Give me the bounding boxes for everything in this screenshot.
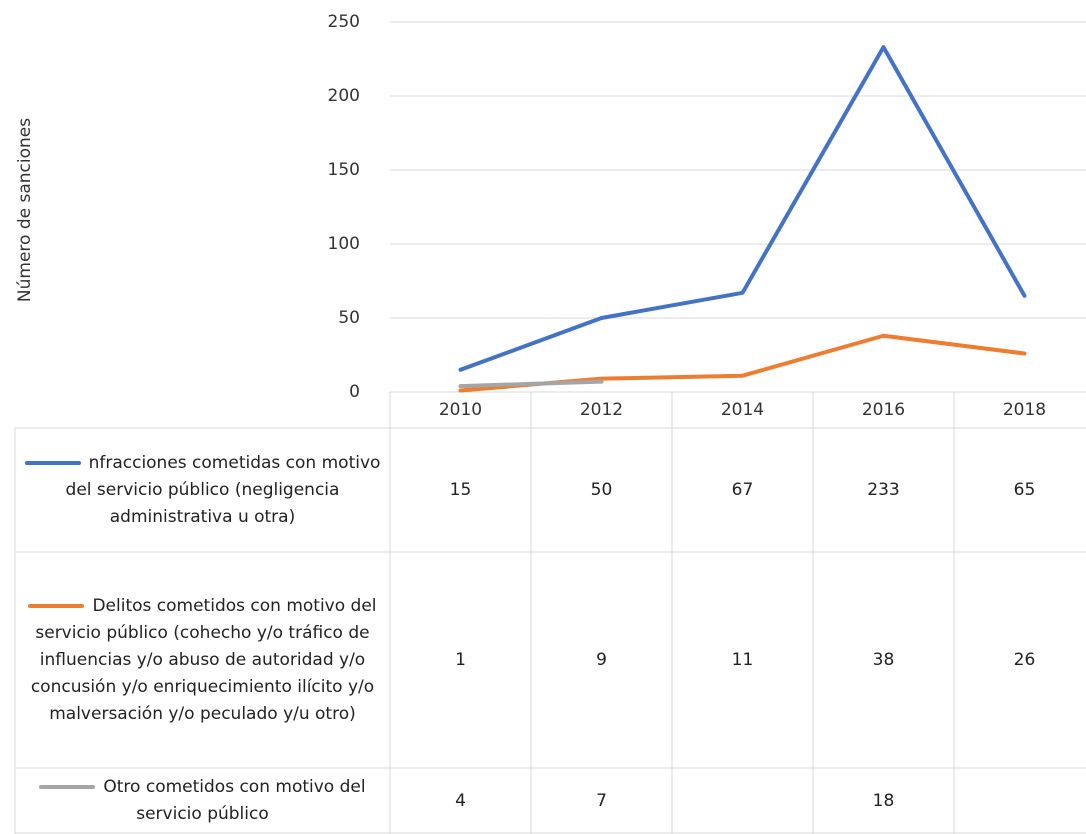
table-value: 9 bbox=[596, 649, 607, 670]
legend-entry: Otro cometidos con motivo del servicio p… bbox=[19, 774, 386, 828]
legend-entry: Delitos cometidos con motivo del servici… bbox=[19, 593, 386, 728]
legend-cell: Otro cometidos con motivo del servicio p… bbox=[19, 768, 386, 834]
y-tick-label: 150 bbox=[328, 160, 360, 180]
legend-label: Delitos cometidos con motivo del servici… bbox=[30, 595, 377, 724]
y-tick-label: 100 bbox=[328, 234, 360, 254]
x-tick-label: 2018 bbox=[1003, 400, 1046, 420]
y-tick-label: 0 bbox=[349, 382, 360, 402]
legend-cell: Delitos cometidos con motivo del servici… bbox=[19, 552, 386, 768]
series-line bbox=[458, 45, 1027, 372]
legend-label: Otro cometidos con motivo del servicio p… bbox=[103, 777, 366, 824]
table-value: 26 bbox=[1013, 649, 1036, 670]
table-value: 4 bbox=[455, 790, 466, 811]
legend-swatch bbox=[39, 785, 96, 789]
legend-entry: nfracciones cometidas con motivo del ser… bbox=[19, 450, 386, 531]
y-tick-label: 50 bbox=[338, 308, 360, 328]
table-value: 38 bbox=[872, 649, 895, 670]
y-tick-label: 250 bbox=[328, 12, 360, 32]
legend-swatch bbox=[28, 603, 85, 608]
legend-cell: nfracciones cometidas con motivo del ser… bbox=[19, 428, 386, 552]
table-value: 11 bbox=[731, 649, 754, 670]
table-value: 67 bbox=[731, 479, 754, 500]
legend-label: nfracciones cometidas con motivo del ser… bbox=[65, 452, 381, 527]
series-line bbox=[458, 333, 1027, 393]
x-tick-label: 2010 bbox=[439, 400, 482, 420]
legend-swatch bbox=[24, 460, 81, 465]
table-value: 15 bbox=[449, 479, 472, 500]
x-tick-label: 2016 bbox=[862, 400, 905, 420]
table-value: 65 bbox=[1013, 479, 1036, 500]
y-axis-title: Número de sanciones bbox=[15, 118, 35, 302]
y-tick-label: 200 bbox=[328, 86, 360, 106]
table-value: 1 bbox=[455, 649, 466, 670]
table-value: 233 bbox=[867, 479, 900, 500]
table-value: 50 bbox=[590, 479, 613, 500]
table-value: 18 bbox=[872, 790, 895, 811]
x-tick-label: 2012 bbox=[580, 400, 623, 420]
table-value: 7 bbox=[596, 790, 607, 811]
x-tick-label: 2014 bbox=[721, 400, 764, 420]
